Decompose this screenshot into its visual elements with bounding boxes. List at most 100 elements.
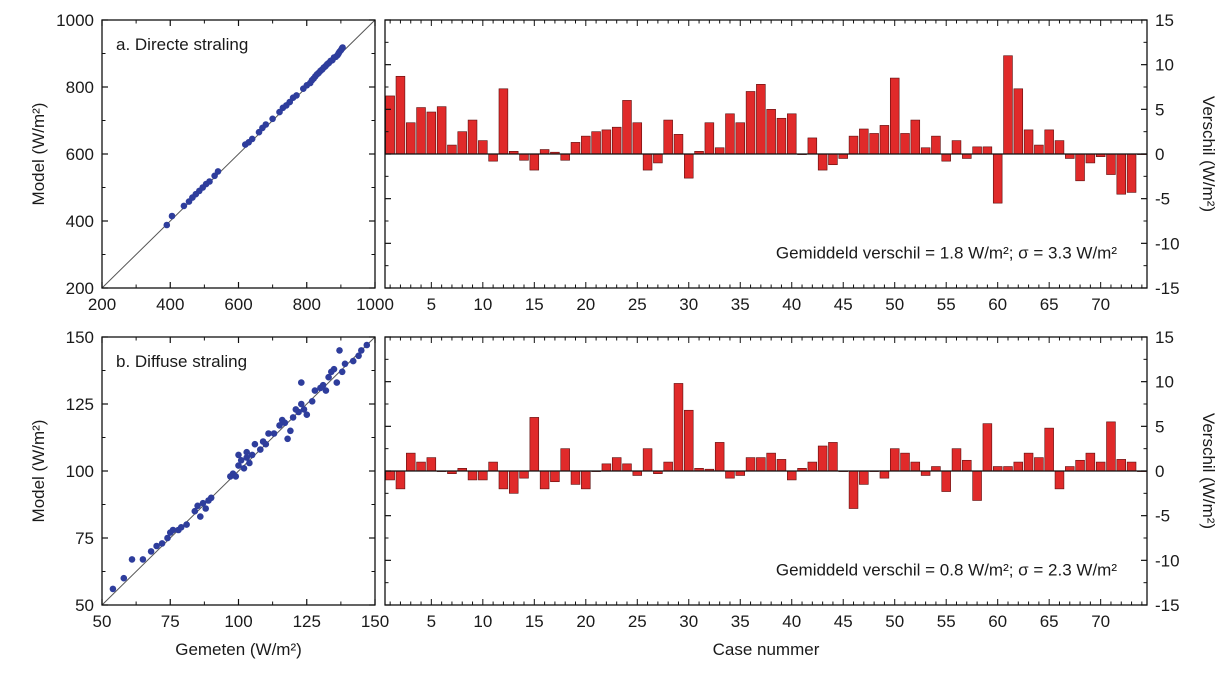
data-point — [164, 534, 171, 542]
bar — [601, 129, 612, 155]
bar — [879, 470, 890, 479]
bar — [1013, 461, 1024, 472]
reference-line — [101, 336, 376, 606]
bar — [581, 135, 591, 155]
bar — [859, 470, 869, 485]
bar — [1116, 153, 1126, 195]
x-tick-label: 5 — [427, 295, 436, 314]
bar — [406, 122, 416, 155]
x-tick-label: 15 — [525, 612, 544, 631]
y-tick-label: 100 — [66, 462, 94, 481]
bar — [622, 463, 632, 472]
data-point — [336, 347, 343, 354]
data-point — [243, 448, 250, 456]
y-tick-label: 15 — [1155, 11, 1174, 30]
data-point — [295, 408, 302, 416]
bar — [1065, 466, 1075, 472]
data-point — [169, 526, 177, 534]
x-tick-label: 1000 — [356, 295, 394, 314]
bar — [982, 423, 993, 472]
bar — [1085, 452, 1096, 472]
data-point — [341, 360, 349, 368]
bar — [807, 137, 818, 155]
data-point — [109, 585, 117, 593]
x-tick-label: 40 — [782, 295, 801, 314]
panel-b-scatter: 50 75 100 125 150 50 75 100 125 150 b. Diffuse str… — [29, 328, 389, 659]
data-point — [206, 178, 213, 185]
bar — [673, 383, 684, 472]
y-axis-title: Model (W/m²) — [29, 420, 48, 523]
x-tick-label: 65 — [1040, 612, 1059, 631]
bar — [560, 448, 570, 472]
data-point — [303, 411, 311, 419]
bar — [951, 140, 962, 155]
data-point — [349, 357, 357, 365]
bar — [745, 457, 756, 472]
y-tick-label: 800 — [66, 78, 94, 97]
bar — [550, 470, 560, 483]
bar — [848, 470, 859, 509]
data-point — [248, 451, 256, 459]
y-tick-label: 10 — [1155, 373, 1174, 392]
bar — [992, 153, 1003, 204]
bar — [529, 153, 540, 171]
bar — [745, 91, 756, 155]
data-point — [246, 459, 253, 467]
data-point — [276, 422, 283, 429]
bar — [611, 126, 622, 155]
bar — [416, 107, 426, 155]
data-point — [207, 494, 215, 502]
bar — [478, 140, 488, 155]
bar — [622, 100, 632, 155]
x-tick-label: 50 — [885, 612, 904, 631]
data-point — [311, 387, 319, 394]
bar — [982, 146, 993, 155]
x-tick-label: 10 — [473, 612, 492, 631]
bar — [879, 125, 890, 155]
bar — [714, 147, 725, 155]
bar — [601, 463, 612, 472]
bar — [1126, 461, 1137, 472]
bar — [1085, 153, 1096, 164]
data-point — [293, 92, 300, 99]
data-point — [339, 44, 346, 51]
bar — [467, 119, 478, 155]
bar — [519, 470, 529, 479]
data-point — [251, 440, 259, 448]
y-tick-label: -15 — [1155, 596, 1180, 615]
y-tick-label: -10 — [1155, 551, 1180, 570]
data-point — [232, 473, 240, 480]
bar — [1116, 459, 1126, 472]
bar — [1034, 144, 1044, 155]
bar — [962, 153, 972, 159]
data-point — [237, 457, 245, 464]
data-point — [235, 451, 242, 459]
bar — [889, 448, 900, 472]
bar — [560, 153, 570, 161]
data-point — [199, 499, 207, 507]
x-tick-label: 70 — [1091, 295, 1110, 314]
bar — [570, 470, 581, 485]
bar — [735, 470, 745, 476]
bar — [416, 461, 426, 472]
data-point — [262, 440, 270, 448]
x-tick-label: 70 — [1091, 612, 1110, 631]
data-point — [168, 212, 176, 220]
data-point — [235, 462, 242, 469]
y-tick-label: -5 — [1155, 190, 1170, 209]
bar — [1106, 153, 1116, 175]
data-point — [281, 419, 289, 427]
stats-annotation: Gemiddeld verschil = 0.8 W/m²; σ = 2.3 W… — [776, 560, 1117, 579]
x-tick-label: 25 — [628, 295, 647, 314]
data-point — [330, 365, 338, 373]
bar — [395, 75, 406, 155]
data-point — [325, 373, 332, 381]
data-point — [139, 556, 147, 563]
data-point — [120, 574, 128, 582]
y-axis-title: Model (W/m²) — [29, 103, 48, 206]
bar — [436, 106, 447, 155]
x-tick-label: 100 — [224, 612, 252, 631]
bar — [519, 153, 529, 161]
bar — [1075, 459, 1085, 472]
bar — [395, 470, 406, 490]
